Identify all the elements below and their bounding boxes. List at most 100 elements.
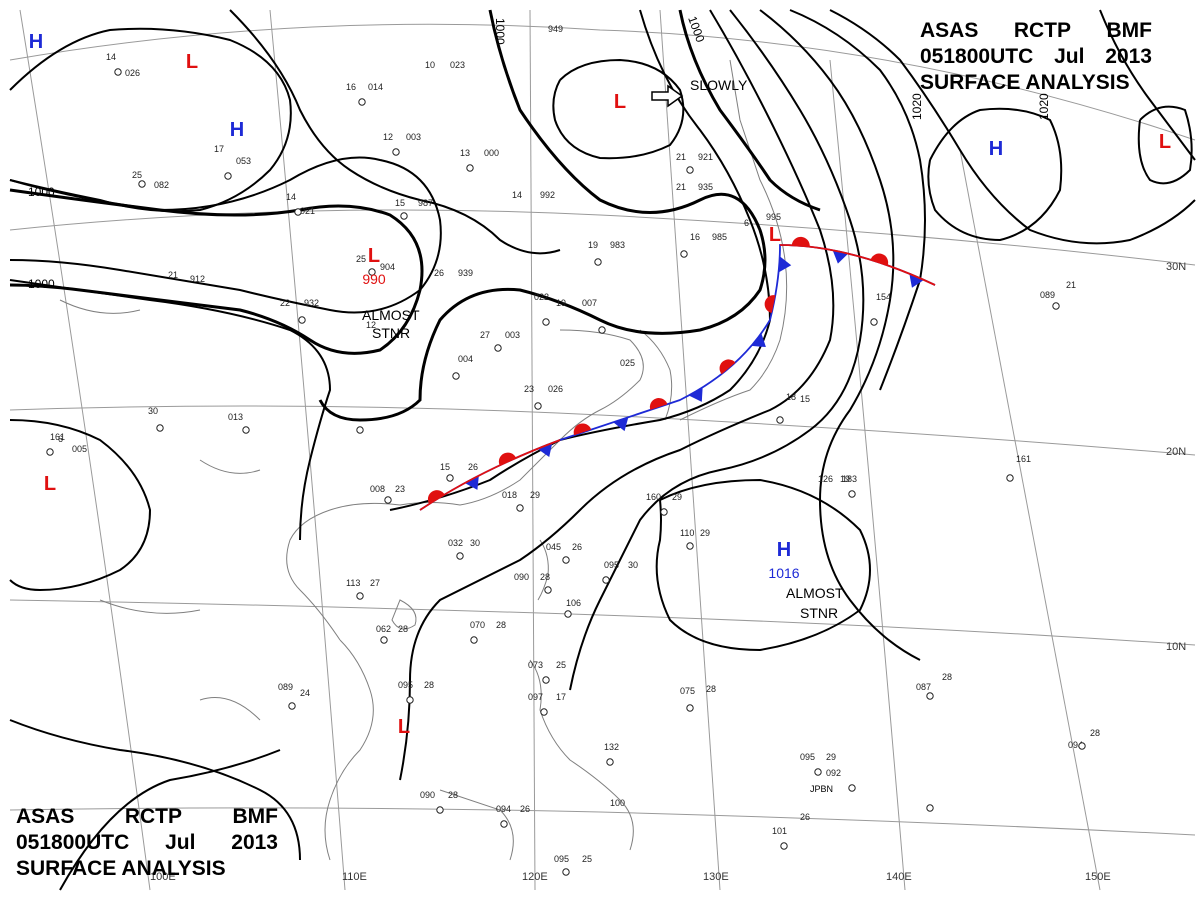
station-value: 26 <box>520 804 530 814</box>
isobar <box>655 478 871 652</box>
station-marker-icon <box>494 344 502 352</box>
footer-year: 2013 <box>231 831 278 854</box>
station-value: 075 <box>680 686 695 696</box>
station-marker-icon <box>598 326 606 334</box>
station-value: 30 <box>628 560 638 570</box>
coastlines <box>59 59 788 861</box>
coast-interior <box>59 299 261 721</box>
station-value: 19 <box>556 298 566 308</box>
header-top-right: ASAS RCTP BMF 051800UTC Jul 2013 SURFACE… <box>920 18 1152 96</box>
station-value: 097 <box>528 692 543 702</box>
station-marker-icon <box>926 692 934 700</box>
warm-front-semicircle <box>791 236 810 247</box>
station-value: 005 <box>72 444 87 454</box>
station-value: 28 <box>496 620 506 630</box>
isobar <box>759 9 921 661</box>
station-marker-icon <box>1078 742 1086 750</box>
station-value: 6 <box>744 218 749 228</box>
front-line-warm-segment <box>419 439 561 511</box>
station-value: 021 <box>300 206 315 216</box>
station-value: 022 <box>534 292 549 302</box>
station-value: 095 <box>800 752 815 762</box>
station-value: 132 <box>604 742 619 752</box>
parallel-20n <box>9 405 1196 456</box>
station-value: 10 <box>425 60 435 70</box>
station-value: 025 <box>620 358 635 368</box>
latitude-label: 20N <box>1166 446 1186 458</box>
header-station: RCTP <box>1013 19 1072 42</box>
station-value: 23 <box>395 484 405 494</box>
station-marker-icon <box>400 212 408 220</box>
station-marker-icon <box>848 784 856 792</box>
low-pressure-center: L <box>614 91 626 113</box>
station-value: 183 <box>842 474 857 484</box>
isobar-1020 <box>1099 9 1196 161</box>
station-value: 003 <box>505 330 520 340</box>
station-value: 089 <box>278 682 293 692</box>
station-marker-icon <box>392 148 400 156</box>
station-marker-icon <box>534 402 542 410</box>
station-value: 013 <box>228 412 243 422</box>
parallel-10n <box>9 599 1196 646</box>
longitude-label: 120E <box>522 871 548 883</box>
station-value: 28 <box>706 684 716 694</box>
footer-line2: 051800UTC Jul 2013 <box>16 830 278 856</box>
longitude-label: 150E <box>1085 871 1111 883</box>
warm-front-semicircle <box>427 490 445 504</box>
station-value: 032 <box>448 538 463 548</box>
isobar <box>59 749 281 891</box>
station-value: 912 <box>190 274 205 284</box>
warm-front-semicircle <box>498 452 517 466</box>
station-value: 018 <box>502 490 517 500</box>
station-marker-icon <box>380 636 388 644</box>
station-marker-icon <box>114 68 122 76</box>
coast-china <box>286 329 644 641</box>
station-value: 073 <box>528 660 543 670</box>
station-marker-icon <box>436 806 444 814</box>
station-value: 932 <box>304 298 319 308</box>
station-value: 25 <box>556 660 566 670</box>
station-value: 23 <box>524 384 534 394</box>
station-value: 25 <box>582 854 592 864</box>
station-marker-icon <box>1052 302 1060 310</box>
station-value: 014 <box>368 82 383 92</box>
stationary-front <box>419 244 936 511</box>
meridian-130e <box>659 9 721 891</box>
warm-front-semicircle <box>870 253 889 266</box>
meridian-140e <box>829 59 906 891</box>
lat-lon-grid <box>9 9 1196 891</box>
station-value: 053 <box>236 156 251 166</box>
footer-month: Jul <box>165 831 196 854</box>
latitude-label: 10N <box>1166 641 1186 653</box>
station-marker-icon <box>358 98 366 106</box>
station-value: 21 <box>676 152 686 162</box>
isobar <box>389 9 772 511</box>
isobar <box>9 279 332 541</box>
cold-front-triangle <box>751 333 766 348</box>
low-pressure-center: L <box>186 51 198 73</box>
header-line3: SURFACE ANALYSIS <box>920 70 1152 96</box>
coast-korea <box>639 329 673 421</box>
station-value: 113 <box>346 578 360 588</box>
station-marker-icon <box>540 708 548 716</box>
jpbn-label: JPBN <box>810 784 833 794</box>
station-value: 14 <box>106 52 116 62</box>
header-title: SURFACE ANALYSIS <box>920 71 1130 94</box>
isobar-value-label: 1000 <box>28 277 55 291</box>
station-value: 094 <box>496 804 511 814</box>
station-value: 26 <box>434 268 444 278</box>
isobar-1000 <box>318 9 767 422</box>
station-value: 935 <box>698 182 713 192</box>
annotations: SLOWLY ALMOST STNR ALMOST STNR JPBN <box>362 77 844 794</box>
station-value: 987 <box>418 198 433 208</box>
header-region: ASAS <box>920 19 979 42</box>
station-value: 6 <box>58 434 63 444</box>
isobar <box>552 58 685 160</box>
station-marker-icon <box>242 426 250 434</box>
footer-station: RCTP <box>124 805 183 828</box>
station-marker-icon <box>680 250 688 258</box>
station-value: 14 <box>512 190 522 200</box>
station-marker-icon <box>594 258 602 266</box>
station-value: 12 <box>366 320 376 330</box>
station-value: 19 <box>588 240 598 250</box>
